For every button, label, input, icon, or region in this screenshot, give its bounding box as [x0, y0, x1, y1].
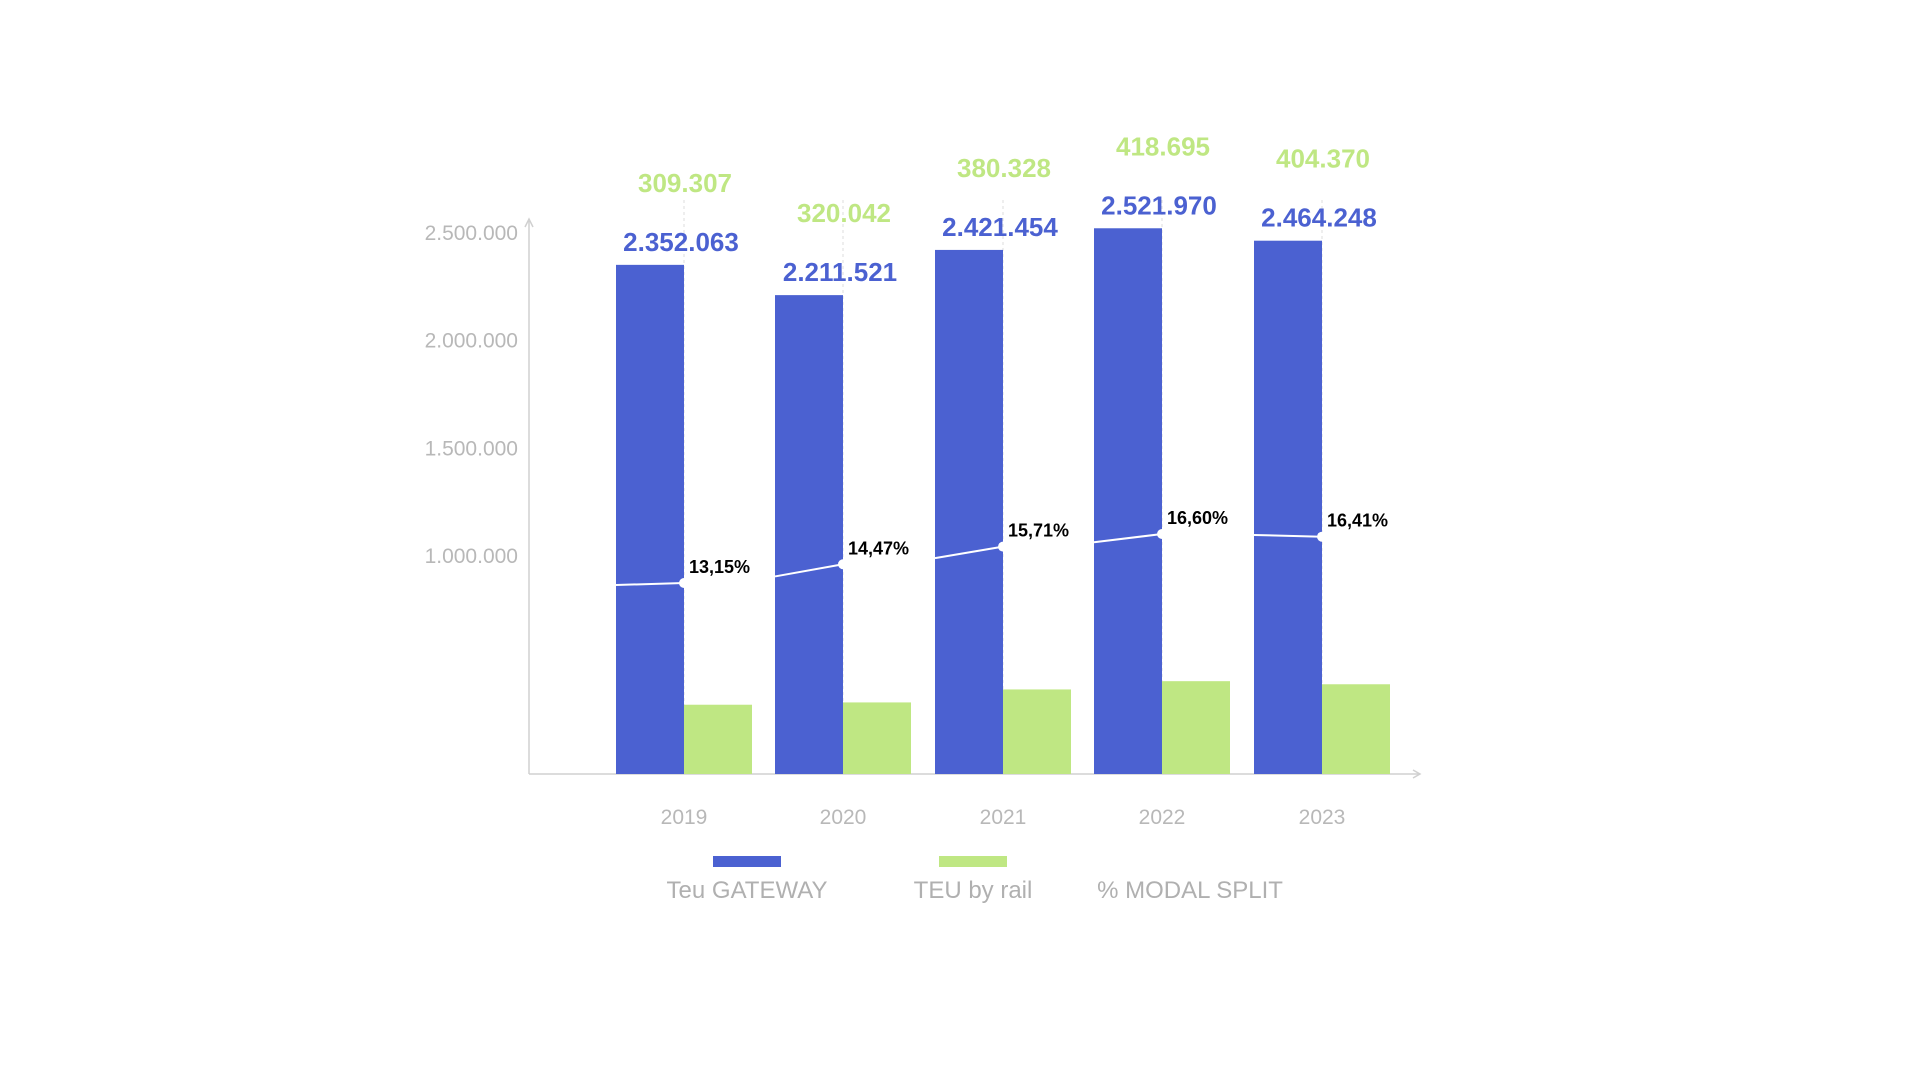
y-axis-arrow: [524, 217, 534, 228]
modal-split-point: [679, 578, 689, 588]
modal-split-point: [838, 559, 848, 570]
bar-teu-by-rail: [684, 704, 752, 774]
gateway-value-label: 2.421.454: [942, 212, 1058, 242]
bar-teu-gateway: [775, 295, 843, 774]
gateway-value-label: 2.211.521: [783, 257, 897, 287]
legend: Teu GATEWAY TEU by rail % MODAL SPLIT: [667, 856, 1283, 904]
x-category-label: 2021: [980, 806, 1027, 829]
bar-teu-gateway: [1094, 228, 1162, 775]
bars: [616, 228, 1390, 775]
y-tick-label: 2.000.000: [425, 330, 518, 353]
x-category-label: 2019: [661, 806, 708, 829]
gateway-value-label: 2.352.063: [623, 227, 739, 257]
x-category-label: 2020: [820, 806, 867, 829]
bar-teu-by-rail: [1003, 689, 1071, 774]
labels: 2.352.063 309.307 2.211.521 320.042 2.421.45…: [623, 131, 1388, 577]
legend-swatch-teu-gateway: [713, 856, 781, 867]
rail-value-label: 309.307: [638, 168, 732, 198]
legend-label-modal-split: % MODAL SPLIT: [1097, 877, 1283, 904]
modal-split-point: [1317, 531, 1327, 542]
modal-split-label: 16,41%: [1327, 511, 1388, 531]
bar-teu-by-rail: [1162, 681, 1230, 774]
rail-value-label: 404.370: [1276, 144, 1370, 174]
bar-teu-by-rail: [843, 702, 911, 774]
gateway-value-label: 2.464.248: [1261, 203, 1377, 233]
modal-split-label: 14,47%: [848, 538, 909, 558]
y-tick-label: 1.500.000: [425, 437, 518, 460]
bar-teu-gateway: [935, 249, 1003, 774]
legend-label-teu-gateway: Teu GATEWAY: [667, 877, 828, 904]
bar-teu-gateway: [1254, 240, 1322, 774]
legend-swatch-teu-by-rail: [939, 856, 1007, 867]
rail-value-label: 380.328: [957, 153, 1051, 183]
y-tick-label: 2.500.000: [425, 222, 518, 245]
modal-split-line-layer: [615, 529, 1327, 588]
gateway-value-label: 2.521.970: [1101, 190, 1217, 220]
modal-split-label: 15,71%: [1008, 521, 1069, 541]
x-axis-arrow: [1412, 769, 1422, 779]
modal-split-line: [615, 533, 1323, 586]
legend-label-teu-by-rail: TEU by rail: [914, 877, 1033, 904]
bar-teu-gateway: [616, 264, 684, 774]
modal-split-label: 16,60%: [1167, 508, 1228, 528]
rail-value-label: 418.695: [1116, 131, 1210, 161]
modal-split-point: [998, 541, 1008, 552]
bar-teu-by-rail: [1322, 684, 1390, 774]
modal-split-label: 13,15%: [689, 557, 750, 577]
y-tick-label: 1.000.000: [425, 545, 518, 568]
x-category-label: 2022: [1139, 806, 1186, 829]
x-category-label: 2023: [1299, 806, 1346, 829]
rail-value-label: 320.042: [797, 198, 891, 228]
modal-split-point: [1157, 529, 1167, 540]
